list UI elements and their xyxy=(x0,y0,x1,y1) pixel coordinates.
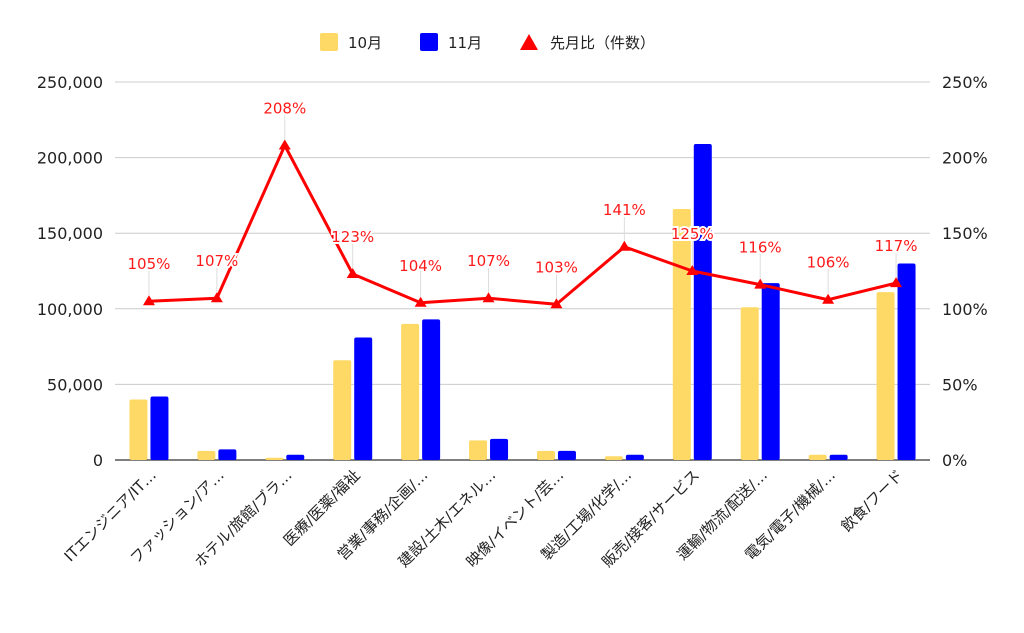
legend-label-oct: 10月 xyxy=(348,34,382,52)
bar-nov xyxy=(354,337,373,460)
ratio-data-label: 116% xyxy=(739,239,782,257)
legend-triangle-icon xyxy=(520,34,538,50)
gridlines xyxy=(115,81,930,461)
axes: 0 0% 50,000 50% 100,000 100% 150,000 150% 200,00… xyxy=(37,73,988,571)
bar-oct xyxy=(333,360,352,460)
ratio-marker xyxy=(550,298,563,309)
ratio-data-label: 117% xyxy=(875,237,918,255)
bar-oct xyxy=(876,292,895,460)
ratio-data-label: 106% xyxy=(807,254,850,272)
bar-nov xyxy=(422,319,441,460)
ratio-labels: 105% 107% 208% 123% 104% 107% 103% 141% 125% 116%… xyxy=(126,98,919,299)
ratio-marker xyxy=(346,268,359,279)
ratio-data-label: 141% xyxy=(603,201,646,219)
y-left-tick-label: 200,000 xyxy=(37,149,103,168)
bar-nov xyxy=(625,454,644,460)
y-left-tick-label: 0 xyxy=(93,451,103,470)
y-right-tick-label: 200% xyxy=(942,149,988,168)
ratio-marker xyxy=(822,293,835,304)
bar-oct xyxy=(197,450,216,460)
ratio-marker xyxy=(142,295,155,306)
bar-oct xyxy=(672,209,691,460)
bar-nov xyxy=(218,449,237,460)
y-left-tick-label: 100,000 xyxy=(37,300,103,319)
legend-label-ratio: 先月比（件数） xyxy=(550,34,655,52)
y-left-tick-label: 250,000 xyxy=(37,73,103,92)
ratio-data-label: 107% xyxy=(195,252,238,270)
ratio-data-label: 107% xyxy=(467,252,510,270)
y-right-tick-label: 150% xyxy=(942,224,988,243)
bar-nov xyxy=(557,450,576,460)
ratio-marker xyxy=(414,296,427,307)
ratio-marker xyxy=(686,265,699,275)
bar-nov xyxy=(693,143,712,460)
y-right-tick-label: 100% xyxy=(942,300,988,319)
bar-oct xyxy=(265,457,284,460)
y-right-tick-label: 250% xyxy=(942,73,988,92)
ratio-data-label: 208% xyxy=(263,100,306,118)
ratio-marker xyxy=(210,292,223,303)
bar-oct xyxy=(129,399,148,460)
bars xyxy=(129,143,916,460)
ratio-data-label: 104% xyxy=(399,257,442,275)
bar-oct xyxy=(604,456,623,460)
bar-oct xyxy=(808,454,827,460)
ratio-line xyxy=(142,139,903,309)
y-left-tick-label: 50,000 xyxy=(47,375,103,394)
bar-oct xyxy=(740,307,759,460)
ratio-marker xyxy=(890,277,903,288)
bar-oct xyxy=(469,440,488,460)
bar-nov xyxy=(829,454,848,460)
bar-nov xyxy=(897,263,916,460)
bar-nov xyxy=(286,454,305,460)
bar-nov xyxy=(761,283,780,460)
legend: 10月 11月 先月比（件数） xyxy=(320,33,655,52)
ratio-marker xyxy=(278,139,291,150)
bar-oct xyxy=(536,450,555,460)
ratio-polyline xyxy=(148,144,897,306)
bar-nov xyxy=(490,438,509,460)
y-left-tick-label: 150,000 xyxy=(37,224,103,243)
ratio-marker xyxy=(618,240,631,251)
y-right-tick-label: 50% xyxy=(942,375,978,394)
ratio-data-label: 125% xyxy=(671,225,714,243)
ratio-marker xyxy=(482,292,495,303)
ratio-data-label: 103% xyxy=(535,258,578,276)
ratio-data-label: 123% xyxy=(331,228,374,246)
x-category-label: 飲食/フード xyxy=(838,466,907,535)
legend-swatch-nov xyxy=(420,33,438,51)
ratio-data-label: 105% xyxy=(128,255,171,273)
bar-nov xyxy=(150,396,169,460)
ratio-marker xyxy=(754,278,767,289)
y-right-tick-label: 0% xyxy=(942,451,967,470)
bar-oct xyxy=(401,323,420,460)
legend-swatch-oct xyxy=(320,33,338,51)
legend-label-nov: 11月 xyxy=(448,34,482,52)
